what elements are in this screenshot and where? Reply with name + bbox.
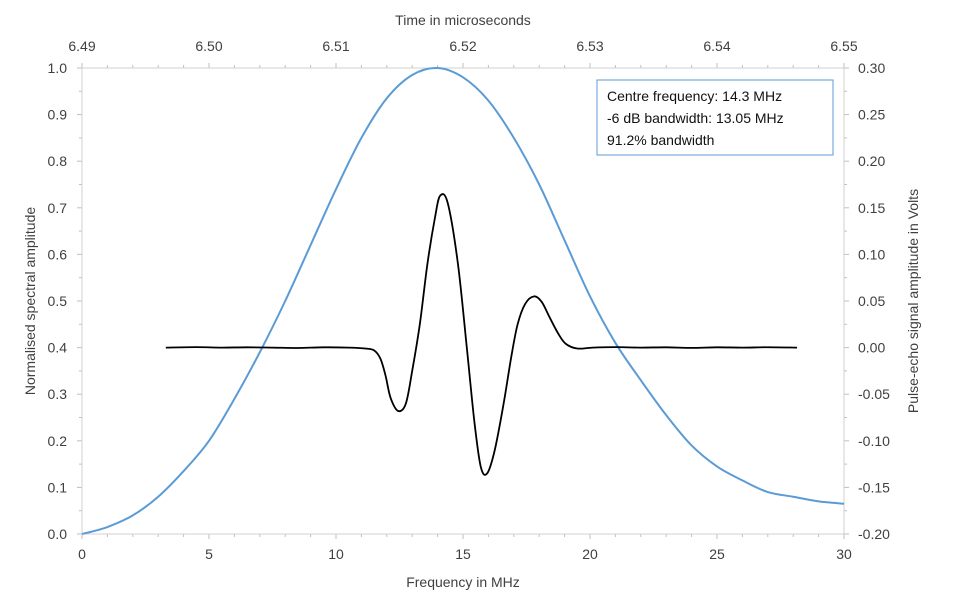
top-tick-label: 6.52 bbox=[449, 38, 476, 54]
annotation-line-centre-frequency: Centre frequency: 14.3 MHz bbox=[607, 88, 782, 104]
bottom-axis-title: Frequency in MHz bbox=[406, 574, 520, 590]
right-tick-label: -0.05 bbox=[858, 386, 890, 402]
bottom-tick-label: 15 bbox=[455, 546, 471, 562]
series-layer bbox=[81, 66, 845, 535]
left-axis-title: Normalised spectral amplitude bbox=[22, 207, 38, 396]
bottom-tick-label: 25 bbox=[709, 546, 725, 562]
left-tick-label: 0.8 bbox=[48, 153, 68, 169]
right-tick-label: 0.00 bbox=[858, 340, 885, 356]
top-tick-label: 6.53 bbox=[576, 38, 603, 54]
left-tick-label: 0.0 bbox=[48, 526, 68, 542]
right-tick-label: 0.20 bbox=[858, 153, 885, 169]
top-tick-label: 6.51 bbox=[322, 38, 349, 54]
right-tick-label: -0.20 bbox=[858, 526, 890, 542]
bottom-tick-label: 20 bbox=[582, 546, 598, 562]
left-tick-label: 0.2 bbox=[48, 433, 68, 449]
tick-labels-layer: 0 5 10 15 20 25 30 6.49 6.50 6.51 6.52 6.53 6.54 6.55… bbox=[48, 38, 891, 562]
right-axis-title: Pulse-echo signal amplitude in Volts bbox=[905, 189, 921, 413]
left-tick-label: 0.9 bbox=[48, 107, 68, 123]
left-tick-label: 0.3 bbox=[48, 386, 68, 402]
plot-frame bbox=[81, 67, 845, 535]
top-tick-label: 6.49 bbox=[68, 38, 95, 54]
right-tick-label: 0.10 bbox=[858, 246, 885, 262]
pulse-echo-line bbox=[165, 193, 798, 476]
left-tick-label: 1.0 bbox=[48, 60, 68, 76]
left-tick-label: 0.4 bbox=[48, 340, 68, 356]
right-tick-label: 0.30 bbox=[858, 60, 885, 76]
bottom-tick-label: 5 bbox=[205, 546, 213, 562]
left-tick-label: 0.7 bbox=[48, 200, 68, 216]
annotation-border bbox=[596, 79, 834, 156]
top-tick-label: 6.55 bbox=[830, 38, 857, 54]
bottom-tick-label: 30 bbox=[836, 546, 852, 562]
annotation-line-percent-bandwidth: 91.2% bandwidth bbox=[607, 132, 714, 148]
top-tick-label: 6.50 bbox=[195, 38, 222, 54]
bottom-tick-label: 10 bbox=[328, 546, 344, 562]
right-tick-label: -0.10 bbox=[858, 433, 890, 449]
annotation-box: Centre frequency: 14.3 MHz -6 dB bandwid… bbox=[596, 79, 834, 156]
left-tick-label: 0.5 bbox=[48, 293, 68, 309]
bottom-tick-label: 0 bbox=[78, 546, 86, 562]
annotation-line-bandwidth: -6 dB bandwidth: 13.05 MHz bbox=[607, 110, 784, 126]
right-tick-label: 0.25 bbox=[858, 107, 885, 123]
spectrum-line bbox=[81, 66, 845, 535]
right-tick-label: 0.05 bbox=[858, 293, 885, 309]
right-tick-label: -0.15 bbox=[858, 479, 890, 495]
top-tick-label: 6.54 bbox=[703, 38, 730, 54]
left-tick-label: 0.6 bbox=[48, 246, 68, 262]
top-axis-title: Time in microseconds bbox=[395, 12, 531, 28]
right-tick-label: 0.15 bbox=[858, 200, 885, 216]
left-tick-label: 0.1 bbox=[48, 479, 68, 495]
